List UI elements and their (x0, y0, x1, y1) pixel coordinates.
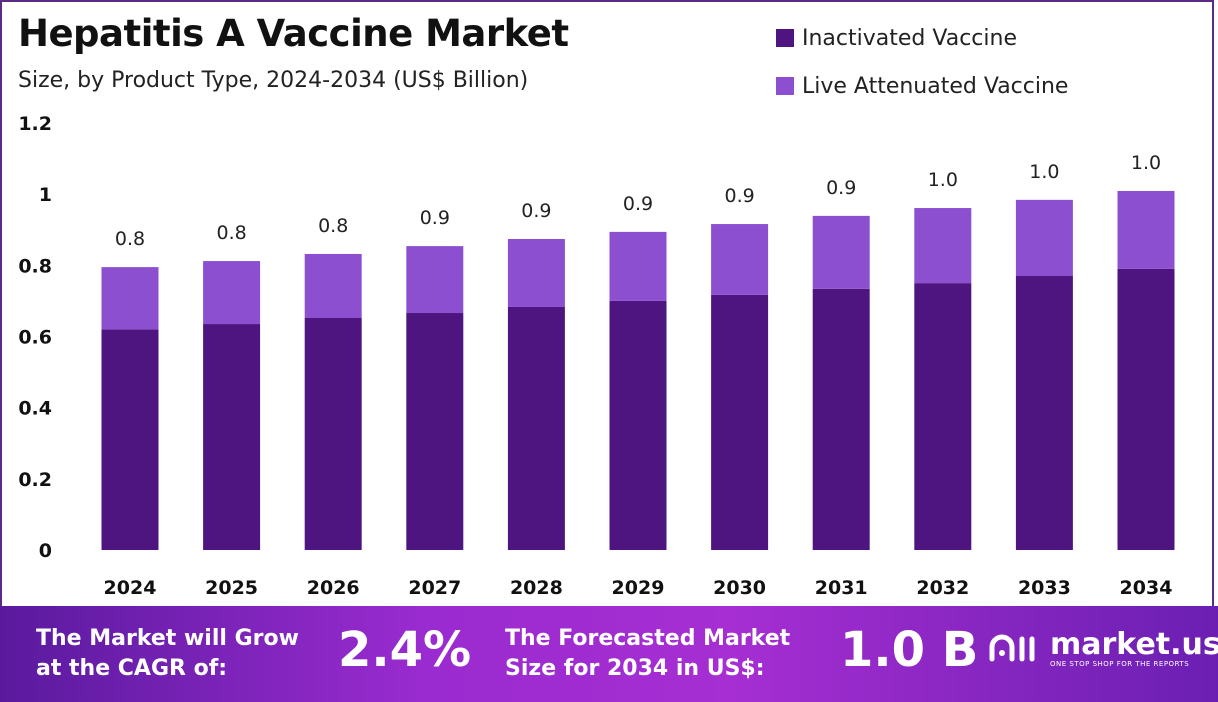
bar-total-label: 0.8 (216, 222, 246, 244)
y-tick-label: 0 (39, 540, 52, 562)
bar-chart: 0 0.2 0.4 0.6 0.8 1 1.2 0.8 2024 0.8 2025 0.8 2026 0.… (18, 113, 1175, 599)
cagr-value: 2.4% (338, 622, 472, 678)
bar-total-label: 1.0 (1029, 161, 1059, 183)
legend-label: Live Attenuated Vaccine (802, 73, 1069, 99)
bar-total-label: 0.8 (318, 215, 348, 237)
bar-segment-live-attenuated (812, 215, 870, 289)
x-tick-label: 2027 (408, 577, 461, 599)
x-tick-label: 2030 (713, 577, 766, 599)
legend-item-live-attenuated: Live Attenuated Vaccine (776, 62, 1068, 110)
x-tick-label: 2034 (1120, 577, 1173, 599)
forecast-label: The Forecasted Market Size for 2034 in U… (505, 624, 790, 684)
bar-segment-live-attenuated (711, 224, 769, 295)
bar-total-label: 0.9 (826, 177, 856, 199)
bar-segment-inactivated (101, 329, 159, 550)
bar-total-label: 0.9 (420, 207, 450, 229)
bar-segment-inactivated (609, 300, 667, 550)
bar-segment-inactivated (1015, 276, 1073, 550)
x-tick-label: 2031 (815, 577, 868, 599)
logo-tagline: ONE STOP SHOP FOR THE REPORTS (1050, 660, 1190, 668)
bar-segment-live-attenuated (609, 231, 667, 301)
cagr-label: The Market will Grow at the CAGR of: (36, 624, 299, 684)
x-tick-label: 2028 (510, 577, 563, 599)
x-tick-label: 2024 (104, 577, 157, 599)
forecast-label-line: Size for 2034 in US$: (505, 656, 765, 681)
y-tick-label: 0.6 (18, 327, 52, 349)
logo-icon (989, 634, 1035, 662)
bar-segment-live-attenuated (406, 246, 464, 314)
bar-total-label: 0.9 (521, 200, 551, 222)
bar-segment-inactivated (203, 324, 261, 550)
y-tick-label: 1.2 (18, 113, 52, 135)
chart-subtitle: Size, by Product Type, 2024-2034 (US$ Bi… (18, 68, 529, 93)
bar-segment-live-attenuated (1117, 190, 1175, 269)
y-tick-label: 0.4 (18, 398, 52, 420)
legend-swatch (776, 77, 794, 95)
bar-segment-live-attenuated (101, 267, 159, 330)
bar-total-label: 0.9 (623, 193, 653, 215)
bar-total-label: 0.8 (115, 228, 145, 250)
y-tick-label: 0.2 (18, 469, 52, 491)
forecast-label-line: The Forecasted Market (505, 626, 791, 651)
legend-item-inactivated: Inactivated Vaccine (776, 14, 1068, 62)
bar-segment-live-attenuated (203, 261, 261, 325)
bar-segment-live-attenuated (914, 208, 972, 284)
x-tick-label: 2026 (307, 577, 360, 599)
chart-title: Hepatitis A Vaccine Market (18, 12, 569, 55)
bar-segment-inactivated (914, 283, 972, 550)
bar-segment-live-attenuated (304, 253, 362, 318)
cagr-label-line: at the CAGR of: (36, 656, 228, 681)
x-tick-label: 2033 (1018, 577, 1071, 599)
legend: Inactivated Vaccine Live Attenuated Vacc… (776, 14, 1068, 110)
legend-swatch (776, 29, 794, 47)
bar-segment-inactivated (507, 306, 565, 550)
y-tick-label: 0.8 (18, 255, 52, 277)
bar-segment-inactivated (406, 313, 464, 550)
bar-total-label: 1.0 (928, 169, 958, 191)
x-tick-label: 2025 (205, 577, 258, 599)
y-tick-label: 1 (39, 184, 52, 206)
bar-segment-live-attenuated (1015, 199, 1073, 277)
bar-total-label: 0.9 (724, 185, 754, 207)
bar-segment-inactivated (711, 294, 769, 550)
bar-segment-inactivated (812, 288, 870, 550)
x-tick-label: 2029 (612, 577, 665, 599)
bar-total-label: 1.0 (1131, 152, 1161, 174)
logo-name: market.us (1050, 627, 1218, 662)
bar-segment-inactivated (1117, 268, 1175, 550)
bar-segment-inactivated (304, 317, 362, 550)
market-us-logo: market.us ONE STOP SHOP FOR THE REPORTS (988, 630, 1218, 668)
forecast-value: 1.0 B (840, 622, 979, 678)
bar-segment-live-attenuated (507, 239, 565, 307)
x-tick-label: 2032 (916, 577, 969, 599)
cagr-label-line: The Market will Grow (36, 626, 299, 651)
legend-label: Inactivated Vaccine (802, 25, 1017, 51)
footer-banner: The Market will Grow at the CAGR of: 2.4… (0, 606, 1218, 702)
